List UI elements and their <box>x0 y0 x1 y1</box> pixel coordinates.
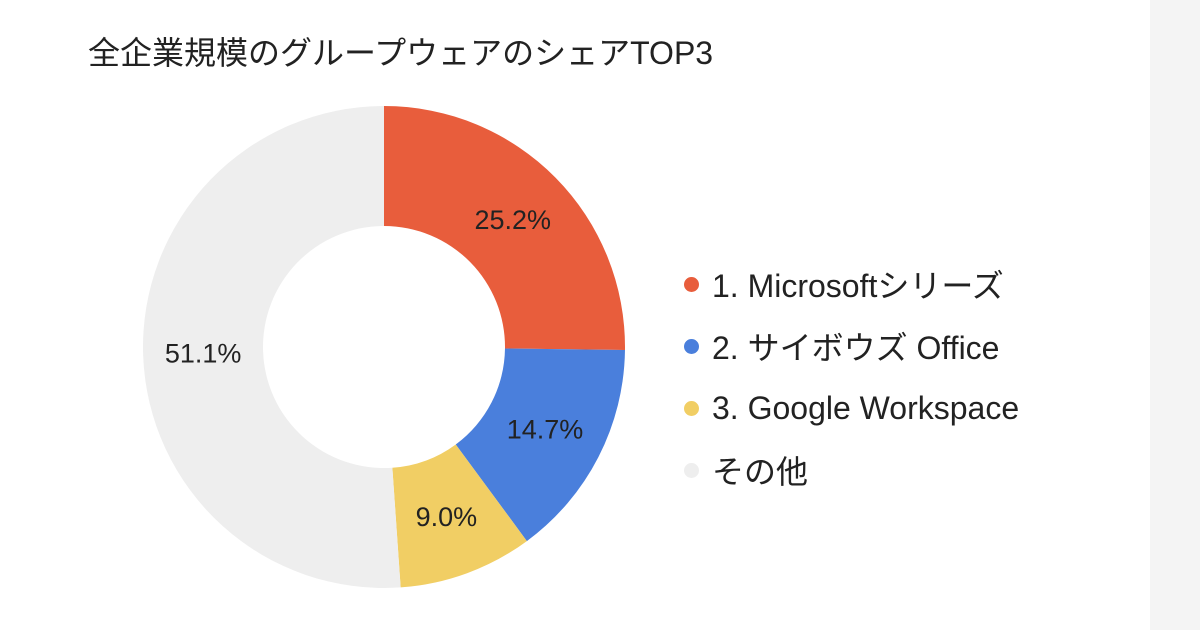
chart-legend: 1. Microsoftシリーズ 2. サイボウズ Office 3. Google… <box>684 253 1019 501</box>
slice-label-3: 9.0% <box>416 502 478 532</box>
legend-item-2: 2. サイボウズ Office <box>684 315 1019 377</box>
donut-chart: 25.2% 14.7% 9.0% 51.1% <box>142 106 625 589</box>
legend-label: 3. Google Workspace <box>712 389 1020 426</box>
slice-label-4: 51.1% <box>165 338 242 368</box>
legend-item-4: その他 <box>684 439 1019 501</box>
slice-label-1: 25.2% <box>475 205 552 235</box>
legend-swatch-icon <box>684 462 699 478</box>
donut-slices <box>142 106 625 589</box>
donut-slice-3 <box>392 444 527 588</box>
legend-label: その他 <box>712 454 809 490</box>
legend-swatch-icon <box>684 276 699 292</box>
legend-label: 2. サイボウズ Office <box>712 330 1000 366</box>
legend-swatch-icon <box>684 400 699 416</box>
donut-slice-4 <box>142 106 401 589</box>
legend-swatch-icon <box>684 338 699 354</box>
chart-title: 全企業規模のグループウェアのシェアTOP3 <box>88 35 714 71</box>
donut-slice-1 <box>384 106 625 351</box>
legend-label: 1. Microsoftシリーズ <box>712 268 1004 304</box>
legend-item-3: 3. Google Workspace <box>684 377 1019 439</box>
donut-slice-2 <box>455 348 625 542</box>
donut-slice-labels: 25.2% 14.7% 9.0% 51.1% <box>165 205 583 532</box>
chart-canvas: 全企業規模のグループウェアのシェアTOP3 25.2% 14.7% 9.0% 51.1… <box>0 0 1150 630</box>
legend-item-1: 1. Microsoftシリーズ <box>684 253 1019 315</box>
slice-label-2: 14.7% <box>507 415 584 445</box>
